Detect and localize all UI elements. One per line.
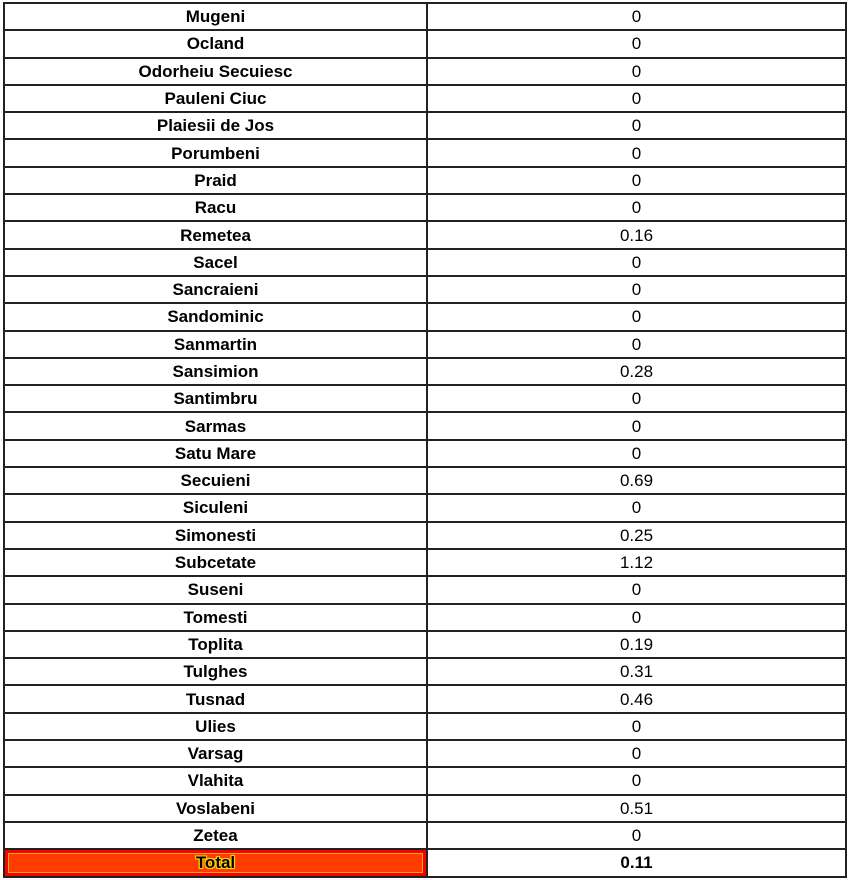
value-cell: 0.69 <box>426 466 847 496</box>
table-row: Siculeni 0 <box>3 493 847 523</box>
table-row: Tusnad 0.46 <box>3 684 847 714</box>
locality-cell: Tusnad <box>3 684 428 714</box>
locality-cell: Racu <box>3 193 428 223</box>
value-cell: 0 <box>426 165 847 196</box>
value-cell: 0.51 <box>426 793 847 823</box>
locality-cell: Tulghes <box>3 657 428 687</box>
locality-cell: Secuieni <box>3 466 428 496</box>
locality-cell: Ulies <box>3 711 428 742</box>
table-row: Vlahita 0 <box>3 766 847 796</box>
table-row: Sarmas 0 <box>3 411 847 441</box>
locality-cell: Tomesti <box>3 602 428 632</box>
locality-cell: Voslabeni <box>3 793 428 823</box>
locality-cell: Satu Mare <box>3 438 428 469</box>
table-row: Subcetate 1.12 <box>3 547 847 578</box>
value-cell: 0.19 <box>426 629 847 660</box>
table-row: Santimbru 0 <box>3 384 847 414</box>
table-row: Praid 0 <box>3 165 847 196</box>
value-cell: 1.12 <box>426 547 847 578</box>
value-cell: 0 <box>426 274 847 305</box>
value-cell: 0 <box>426 602 847 632</box>
value-cell: 0 <box>426 247 847 277</box>
value-cell: 0 <box>426 411 847 441</box>
table-row: Suseni 0 <box>3 575 847 605</box>
value-cell: 0.25 <box>426 520 847 550</box>
value-cell: 0 <box>426 820 847 851</box>
locality-value-table: Mugeni 0 Ocland 0 Odorheiu Secuiesc 0 Pauleni … <box>3 1 847 878</box>
value-cell: 0 <box>426 302 847 332</box>
locality-cell: Ocland <box>3 29 428 59</box>
value-cell: 0 <box>426 438 847 469</box>
locality-cell: Sandominic <box>3 302 428 332</box>
locality-cell: Santimbru <box>3 384 428 414</box>
locality-cell: Simonesti <box>3 520 428 550</box>
table-row: Sancraieni 0 <box>3 274 847 305</box>
locality-cell: Pauleni Ciuc <box>3 83 428 114</box>
table-row: Sansimion 0.28 <box>3 356 847 387</box>
locality-cell: Subcetate <box>3 547 428 578</box>
locality-cell: Plaiesii de Jos <box>3 111 428 141</box>
table-row: Plaiesii de Jos 0 <box>3 111 847 141</box>
table-row: Toplita 0.19 <box>3 629 847 660</box>
table-row: Zetea 0 <box>3 820 847 851</box>
value-cell: 0 <box>426 493 847 523</box>
value-cell: 0 <box>426 83 847 114</box>
value-cell: 0.31 <box>426 657 847 687</box>
table-row: Simonesti 0.25 <box>3 520 847 550</box>
locality-cell: Sancraieni <box>3 274 428 305</box>
locality-cell: Varsag <box>3 739 428 769</box>
value-cell: 0 <box>426 711 847 742</box>
table-row: Racu 0 <box>3 193 847 223</box>
value-cell: 0 <box>426 329 847 359</box>
total-value-cell: 0.11 <box>426 848 847 878</box>
value-cell: 0 <box>426 1 847 32</box>
locality-cell: Sansimion <box>3 356 428 387</box>
locality-cell: Zetea <box>3 820 428 851</box>
locality-cell: Mugeni <box>3 1 428 32</box>
locality-cell: Suseni <box>3 575 428 605</box>
value-cell: 0 <box>426 138 847 168</box>
table-row: Mugeni 0 <box>3 1 847 32</box>
table-row: Sanmartin 0 <box>3 329 847 359</box>
locality-cell: Remetea <box>3 220 428 250</box>
locality-cell: Sanmartin <box>3 329 428 359</box>
table-row: Tomesti 0 <box>3 602 847 632</box>
table-body: Mugeni 0 Ocland 0 Odorheiu Secuiesc 0 Pauleni … <box>3 1 847 878</box>
locality-cell: Toplita <box>3 629 428 660</box>
locality-cell: Odorheiu Secuiesc <box>3 56 428 86</box>
table-row: Varsag 0 <box>3 739 847 769</box>
value-cell: 0 <box>426 739 847 769</box>
value-cell: 0 <box>426 56 847 86</box>
value-cell: 0 <box>426 575 847 605</box>
table-row: Secuieni 0.69 <box>3 466 847 496</box>
value-cell: 0.46 <box>426 684 847 714</box>
locality-cell: Sacel <box>3 247 428 277</box>
locality-cell: Porumbeni <box>3 138 428 168</box>
total-label-cell: Total <box>3 848 428 878</box>
table-row: Ulies 0 <box>3 711 847 742</box>
value-cell: 0.28 <box>426 356 847 387</box>
table-row: Satu Mare 0 <box>3 438 847 469</box>
table-row: Tulghes 0.31 <box>3 657 847 687</box>
table-row: Pauleni Ciuc 0 <box>3 83 847 114</box>
value-cell: 0 <box>426 29 847 59</box>
table-row: Sandominic 0 <box>3 302 847 332</box>
table-row: Odorheiu Secuiesc 0 <box>3 56 847 86</box>
locality-cell: Vlahita <box>3 766 428 796</box>
value-cell: 0 <box>426 111 847 141</box>
value-cell: 0 <box>426 193 847 223</box>
locality-cell: Sarmas <box>3 411 428 441</box>
locality-cell: Praid <box>3 165 428 196</box>
total-row: Total 0.11 <box>3 848 847 878</box>
table-row: Porumbeni 0 <box>3 138 847 168</box>
value-cell: 0.16 <box>426 220 847 250</box>
value-cell: 0 <box>426 384 847 414</box>
value-cell: 0 <box>426 766 847 796</box>
data-table: Mugeni 0 Ocland 0 Odorheiu Secuiesc 0 Pauleni … <box>3 1 847 878</box>
table-row: Remetea 0.16 <box>3 220 847 250</box>
table-row: Sacel 0 <box>3 247 847 277</box>
table-row: Voslabeni 0.51 <box>3 793 847 823</box>
table-row: Ocland 0 <box>3 29 847 59</box>
locality-cell: Siculeni <box>3 493 428 523</box>
